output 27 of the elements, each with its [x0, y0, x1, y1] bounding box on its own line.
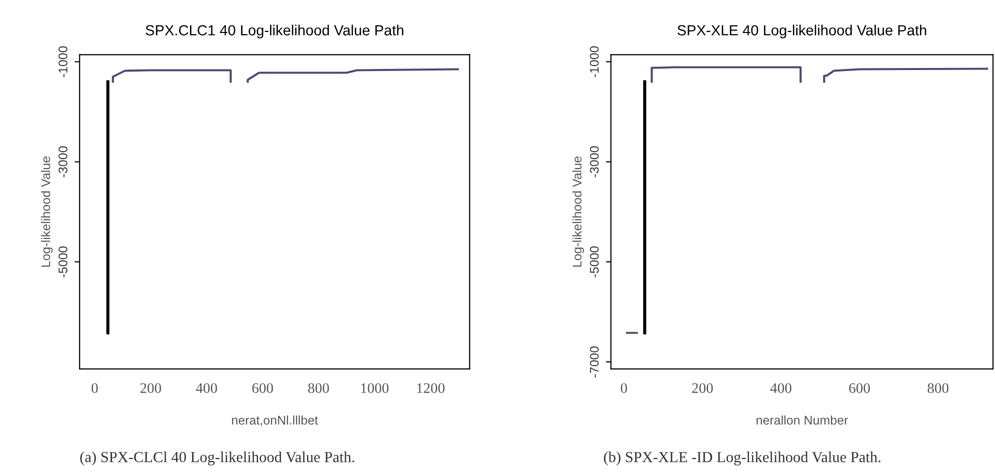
x-tick-label: 800	[928, 383, 948, 394]
x-axis-title: nerat,onNl.lllbet	[232, 415, 318, 426]
x-tick-label: 200	[140, 383, 162, 394]
y-tick-label: -7000	[590, 346, 599, 378]
x-tick-label: 0	[92, 383, 98, 394]
x-tick-label: 400	[196, 383, 218, 394]
x-tick-label: 600	[252, 383, 273, 394]
chart-title: SPX.CLC1 40 Log-likelihood Value Path	[146, 24, 404, 38]
text: (b) SPX-XLE -ID Log-likelihood Value Path.	[604, 451, 880, 466]
y-tick-label: -1000	[58, 46, 68, 78]
x-tick-label: 200	[692, 383, 713, 394]
x-tick-label: 800	[308, 383, 329, 394]
x-tick-label: 1000	[361, 383, 389, 394]
text: (a) SPX-CLCl 40 Log-likelihood Value Path.	[80, 451, 354, 466]
x-axis-title: nerallon Number	[756, 415, 848, 425]
y-tick-label: -5000	[590, 246, 599, 278]
y-axis-title: Log-likelihood Value	[41, 156, 53, 267]
y-tick-label: -1000	[590, 46, 599, 78]
x-tick-label: 0	[620, 383, 627, 394]
chart-title: SPX-XLE 40 Log-likelihood Value Path	[678, 24, 926, 38]
y-tick-label: -3000	[58, 146, 68, 178]
x-tick-label: 400	[770, 383, 792, 394]
y-tick-label: -3000	[590, 146, 599, 178]
y-tick-label: -5000	[58, 246, 68, 278]
x-tick-label: 600	[849, 383, 870, 394]
y-axis-title: Log-likelihood Value	[572, 156, 584, 267]
x-tick-label: 1200	[417, 383, 444, 394]
